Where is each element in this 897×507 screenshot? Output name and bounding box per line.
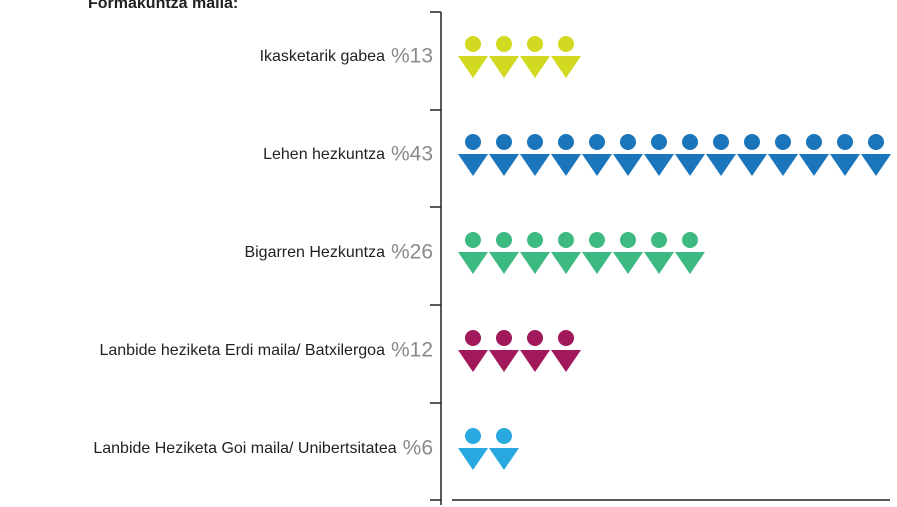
person-body xyxy=(613,154,643,176)
person-body xyxy=(489,448,519,470)
person-head xyxy=(682,134,698,150)
person-head xyxy=(527,232,543,248)
person-head xyxy=(527,330,543,346)
axis-ticks xyxy=(430,11,441,501)
person-body xyxy=(458,252,488,274)
person-body xyxy=(706,154,736,176)
person-body xyxy=(520,252,550,274)
person-body xyxy=(551,350,581,372)
value-label: %12 xyxy=(391,339,433,362)
person-head xyxy=(558,330,574,346)
person-head xyxy=(651,134,667,150)
person-head xyxy=(465,36,481,52)
person-head xyxy=(465,232,481,248)
person-head xyxy=(806,134,822,150)
person-head xyxy=(620,232,636,248)
value-label: %13 xyxy=(391,45,433,68)
person-body xyxy=(582,154,612,176)
person-head xyxy=(496,428,512,444)
pictogram-row xyxy=(458,428,519,470)
person-body xyxy=(520,154,550,176)
person-head xyxy=(527,36,543,52)
category-label: Ikasketarik gabea xyxy=(260,48,386,65)
person-body xyxy=(644,252,674,274)
person-head xyxy=(496,330,512,346)
category-label: Bigarren Hezkuntza xyxy=(244,244,385,261)
person-body xyxy=(830,154,860,176)
person-body xyxy=(861,154,891,176)
value-label: %6 xyxy=(403,437,433,460)
category-label: Lehen hezkuntza xyxy=(263,146,385,163)
person-head xyxy=(465,428,481,444)
pictogram-row xyxy=(458,134,891,176)
person-body xyxy=(489,154,519,176)
pictogram-row xyxy=(458,330,581,372)
category-label: Lanbide heziketa Erdi maila/ Batxilergoa xyxy=(99,342,385,359)
person-head xyxy=(558,134,574,150)
person-head xyxy=(837,134,853,150)
person-head xyxy=(465,330,481,346)
person-body xyxy=(458,448,488,470)
person-body xyxy=(551,252,581,274)
person-head xyxy=(496,36,512,52)
person-head xyxy=(713,134,729,150)
person-head xyxy=(744,134,760,150)
person-head xyxy=(589,134,605,150)
person-body xyxy=(768,154,798,176)
person-body xyxy=(675,154,705,176)
person-head xyxy=(775,134,791,150)
person-head xyxy=(465,134,481,150)
person-body xyxy=(613,252,643,274)
person-body xyxy=(489,350,519,372)
pictogram-row xyxy=(458,232,705,274)
person-head xyxy=(868,134,884,150)
person-head xyxy=(496,134,512,150)
person-head xyxy=(558,36,574,52)
person-body xyxy=(458,350,488,372)
person-body xyxy=(489,56,519,78)
person-head xyxy=(527,134,543,150)
person-body xyxy=(675,252,705,274)
person-body xyxy=(551,154,581,176)
pictogram-row xyxy=(458,36,581,78)
person-head xyxy=(496,232,512,248)
person-head xyxy=(558,232,574,248)
person-head xyxy=(651,232,667,248)
person-head xyxy=(589,232,605,248)
value-label: %43 xyxy=(391,143,433,166)
person-body xyxy=(520,350,550,372)
chart-title: Formakuntza maila: xyxy=(88,0,238,12)
value-label: %26 xyxy=(391,241,433,264)
person-body xyxy=(582,252,612,274)
category-label: Lanbide Heziketa Goi maila/ Unibertsitat… xyxy=(93,440,396,457)
person-body xyxy=(551,56,581,78)
person-body xyxy=(520,56,550,78)
person-body xyxy=(458,56,488,78)
person-body xyxy=(489,252,519,274)
person-head xyxy=(682,232,698,248)
person-body xyxy=(737,154,767,176)
person-head xyxy=(620,134,636,150)
person-body xyxy=(458,154,488,176)
person-body xyxy=(644,154,674,176)
person-body xyxy=(799,154,829,176)
